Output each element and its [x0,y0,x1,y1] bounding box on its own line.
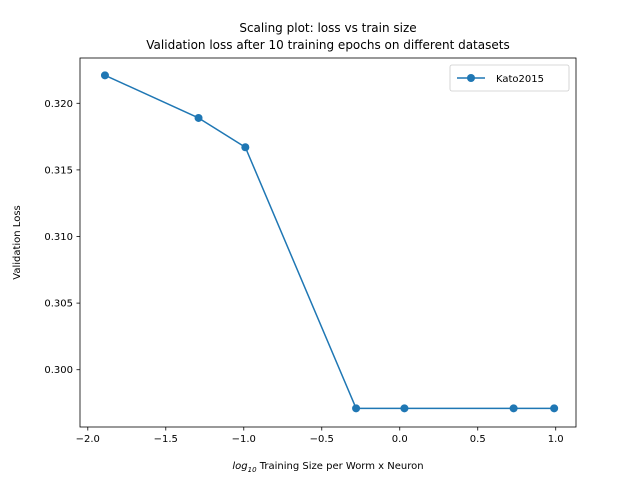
x-tick-label: −0.5 [310,434,334,445]
x-axis-label-subscript: 10 [248,466,257,474]
x-tick-label: −2.0 [76,434,100,445]
axes-frame [79,57,577,428]
y-tick-label: 0.300 [44,365,73,376]
data-point [509,404,518,413]
x-tick-label: 0.0 [392,434,408,445]
series-layer [100,71,559,413]
plot-area: −2.0 −1.5 −1.0 −0.5 0.0 0.5 1.0 0.300 0.305 0.31… [44,57,577,445]
data-point [194,113,203,122]
chart-title: Scaling plot: loss vs train size [239,21,416,35]
x-axis-label: log10 Training Size per Worm x Neuron [232,461,423,474]
data-point [550,404,559,413]
x-tick-label: −1.5 [154,434,178,445]
chart-subtitle: Validation loss after 10 training epochs… [146,38,509,52]
x-tick-label: 0.5 [470,434,486,445]
legend-box [449,64,570,92]
data-point [352,404,361,413]
x-axis-label-rest: Training Size per Worm x Neuron [257,461,424,472]
y-tick-label: 0.315 [44,165,73,176]
legend-marker-kato2015 [467,74,475,82]
data-point [400,404,409,413]
y-axis-ticks: 0.300 0.305 0.310 0.315 0.320 [44,99,80,376]
y-tick-label: 0.320 [44,99,73,110]
series-line-kato2015 [104,74,555,410]
title-group: Scaling plot: loss vs train size Validat… [146,21,509,52]
y-tick-label: 0.310 [44,232,73,243]
legend: Kato2015 [449,64,570,92]
data-point [100,71,109,80]
x-axis-ticks: −2.0 −1.5 −1.0 −0.5 0.0 0.5 1.0 [76,427,564,445]
data-point [241,143,250,152]
x-tick-label: 1.0 [548,434,564,445]
x-tick-label: −1.0 [232,434,256,445]
legend-label-kato2015: Kato2015 [496,74,544,85]
y-tick-label: 0.305 [44,299,73,310]
y-axis-label: Validation Loss [12,205,23,280]
x-axis-label-log: log [232,461,247,472]
